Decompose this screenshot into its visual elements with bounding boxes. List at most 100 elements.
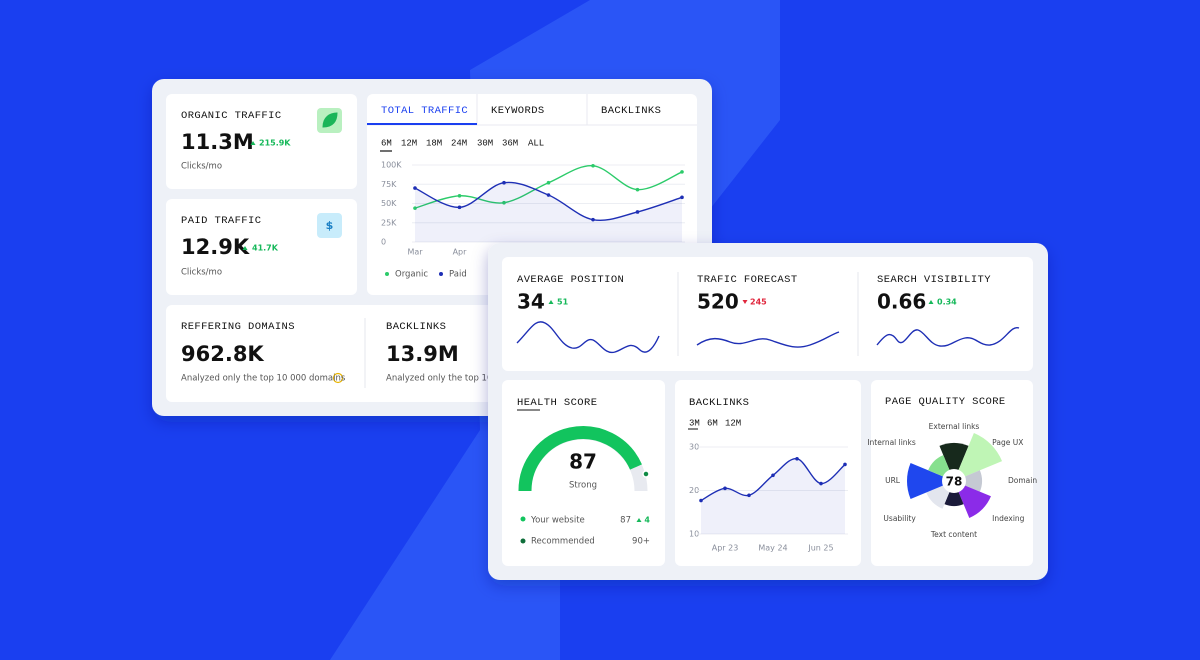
polar-wedge [954, 432, 1003, 481]
card-title: PAID TRAFFIC [181, 215, 261, 227]
legend-label: Paid [449, 270, 467, 280]
x-tick-label: Mar [407, 248, 423, 257]
polar-wedge [906, 463, 954, 499]
card [166, 199, 357, 295]
legend-dot [439, 272, 443, 276]
polar-label: Usability [883, 514, 916, 523]
range-option: 36M [502, 138, 518, 148]
point [699, 498, 703, 503]
metric-value: 34 [517, 290, 545, 314]
point [591, 163, 595, 168]
y-tick-label: 10 [689, 530, 699, 539]
y-tick-label: 75K [381, 180, 397, 189]
arrow-down [742, 300, 748, 304]
metric-value: 0.66 [877, 290, 926, 314]
point [795, 456, 799, 461]
point [413, 186, 417, 190]
arrow-up [242, 246, 248, 250]
metric-value: 11.3M [181, 130, 254, 154]
polar-label: Internal links [867, 438, 916, 447]
metric-change: 215.9K [259, 139, 291, 148]
polar-wedge [954, 470, 983, 492]
range-option: 12M [401, 138, 417, 148]
polar-label: External links [929, 422, 980, 431]
polar-label: Text content [930, 530, 977, 539]
legend-label: Recommended [531, 537, 595, 547]
range-option: 18M [426, 138, 442, 148]
point [502, 200, 506, 205]
note: Analyzed only the top 10 000 domains [386, 374, 551, 384]
coin-icon [332, 372, 344, 384]
sparkline [516, 321, 660, 354]
arrow-up [548, 300, 554, 304]
card-title: REFFERING DOMAINS [181, 321, 295, 333]
point [591, 217, 595, 222]
gauge-arc [518, 426, 642, 492]
gauge-value: 87 [569, 450, 597, 474]
point [413, 206, 417, 210]
legend-change: 4 [644, 516, 650, 525]
card-title: HEALTH SCORE [517, 397, 597, 409]
point [680, 170, 684, 174]
icon-box [317, 213, 342, 238]
metric-value: 520 [697, 290, 739, 314]
y-tick-label: 0 [381, 238, 386, 247]
score: 78 [946, 475, 963, 489]
point [635, 187, 640, 192]
leaf-icon [322, 112, 338, 128]
y-tick-label: 100K [381, 161, 402, 170]
legend-dot [520, 538, 526, 544]
legend-dot [385, 272, 389, 276]
x-tick-label: Apr [453, 248, 468, 257]
x-tick-label: Apr 23 [712, 544, 739, 553]
y-tick-label: 30 [689, 443, 699, 452]
card-title: AVERAGE POSITION [517, 274, 624, 286]
card [166, 94, 357, 189]
polar-wedge [954, 481, 991, 518]
point [680, 195, 684, 200]
polar-label: Domain [1008, 476, 1037, 485]
point [771, 473, 775, 478]
metric-change: 51 [557, 298, 569, 307]
point [546, 193, 551, 197]
tab: TOTAL TRAFFIC [381, 105, 468, 117]
score-badge [942, 469, 966, 493]
legend-label: Organic [395, 270, 428, 280]
point [502, 180, 506, 185]
sparkline [696, 331, 840, 348]
legend-dot [520, 516, 526, 522]
y-tick-label: 50K [381, 199, 397, 208]
tab: KEYWORDS [491, 105, 545, 117]
point [747, 493, 751, 498]
note: Analyzed only the top 10 000 domains [181, 374, 346, 384]
x-tick-label: May 24 [758, 544, 787, 553]
card-title: SEARCH VISIBILITY [877, 274, 991, 286]
gauge-status: Strong [569, 481, 597, 491]
area [701, 458, 845, 534]
legend-value: 87 [620, 516, 631, 526]
card-title: TRAFIC FORECAST [697, 274, 798, 286]
point [546, 180, 551, 185]
metric-value: 13.9M [386, 342, 459, 366]
sparkline [876, 327, 1020, 347]
range-option: 6M [707, 418, 718, 428]
metric-change: 245 [750, 298, 767, 307]
card-title: BACKLINKS [689, 397, 749, 409]
range-option: 3M [689, 418, 700, 428]
metric-unit: Clicks/mo [181, 268, 222, 278]
metric-change: 41.7K [252, 244, 279, 253]
range-option: 12M [725, 418, 741, 428]
icon: $ [326, 219, 334, 232]
gauge-marker [642, 470, 650, 478]
range-option: 24M [451, 138, 467, 148]
card [502, 380, 665, 566]
metric-change: 0.34 [937, 298, 957, 307]
point [457, 205, 462, 210]
polar-wedge [939, 443, 969, 481]
legend-label: Your website [530, 516, 585, 526]
point [457, 194, 462, 198]
card [675, 380, 861, 566]
point [819, 481, 823, 486]
arrow-up [250, 141, 256, 145]
